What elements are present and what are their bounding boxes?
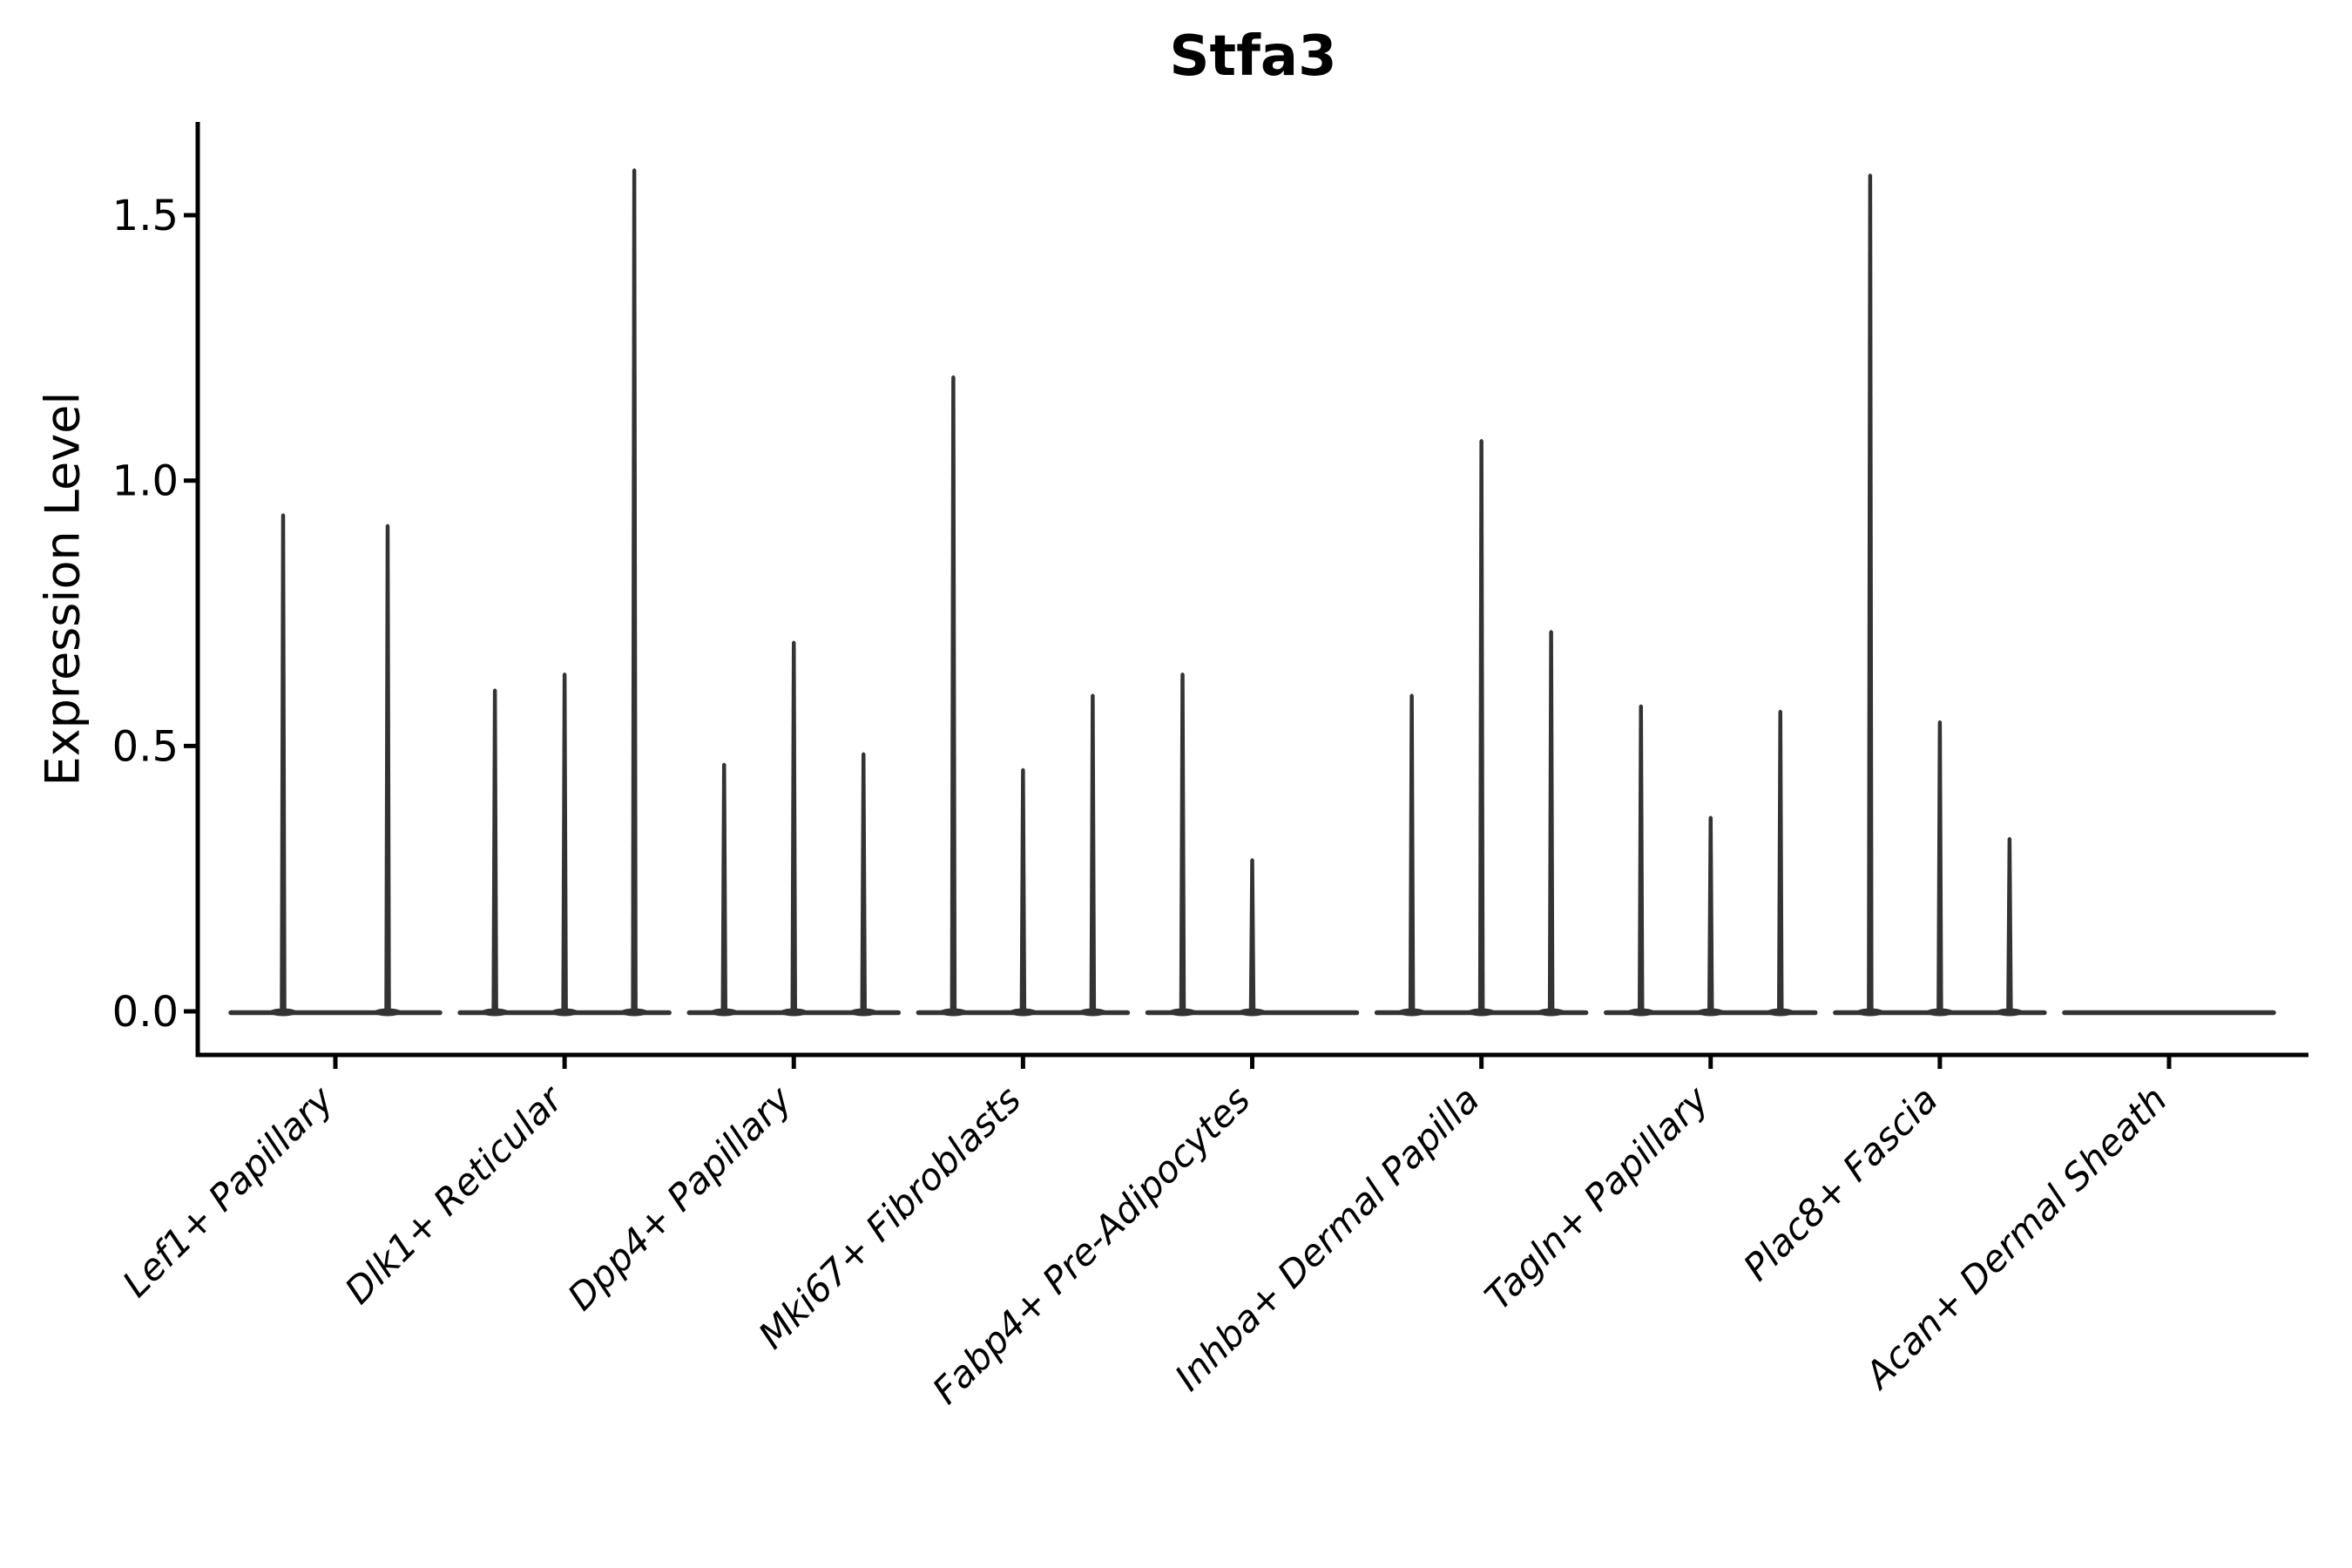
violin-spike xyxy=(1867,173,1874,1013)
violin-spike xyxy=(1019,767,1027,1013)
x-tick-label: Dpp4+ Papillary xyxy=(559,1078,801,1319)
violin-group xyxy=(457,168,672,1017)
violin-spike xyxy=(1936,720,1943,1013)
violin-group xyxy=(1604,704,1818,1017)
violin-spike xyxy=(384,524,391,1013)
violin-spike xyxy=(720,762,727,1013)
x-tick-label: Mki67+ Fibroblasts xyxy=(750,1078,1029,1356)
y-tick-label: 1.5 xyxy=(112,192,179,240)
violin-spike xyxy=(1089,693,1097,1013)
violin-spike xyxy=(1477,438,1485,1013)
violin-spike xyxy=(491,688,498,1013)
violin-spike xyxy=(631,168,638,1013)
x-tick-label: Lef1+ Papillary xyxy=(114,1078,342,1306)
violin-spike xyxy=(790,640,797,1013)
plot-title: Stfa3 xyxy=(1169,24,1337,89)
x-tick-label: Plac8+ Fascia xyxy=(1735,1078,1946,1288)
x-tick-label: Tagln+ Papillary xyxy=(1477,1078,1718,1319)
y-tick-label: 0.5 xyxy=(112,722,179,771)
violin-spike xyxy=(561,672,568,1013)
violin-group xyxy=(228,513,443,1017)
violin-spike xyxy=(1777,709,1784,1013)
violin-spike xyxy=(1408,693,1416,1013)
violin-group xyxy=(1145,672,1360,1017)
x-tick-label: Dlk1+ Reticular xyxy=(336,1076,572,1312)
violin-spike xyxy=(1638,704,1645,1013)
violin-group xyxy=(916,375,1131,1017)
violin-spike xyxy=(1248,858,1256,1013)
violin-group xyxy=(1374,438,1589,1017)
violin-spike xyxy=(1707,815,1714,1013)
violin-spike xyxy=(2006,836,2013,1013)
violin-spike xyxy=(1547,630,1555,1013)
violin-group xyxy=(686,640,901,1017)
violin-spike xyxy=(950,375,957,1014)
y-tick-label: 0.0 xyxy=(112,988,179,1037)
violin-spike xyxy=(1179,672,1186,1013)
violin-group xyxy=(1833,173,2047,1017)
y-tick-label: 1.0 xyxy=(112,457,179,506)
violin-spike xyxy=(280,513,287,1013)
violin-spike xyxy=(860,752,867,1013)
